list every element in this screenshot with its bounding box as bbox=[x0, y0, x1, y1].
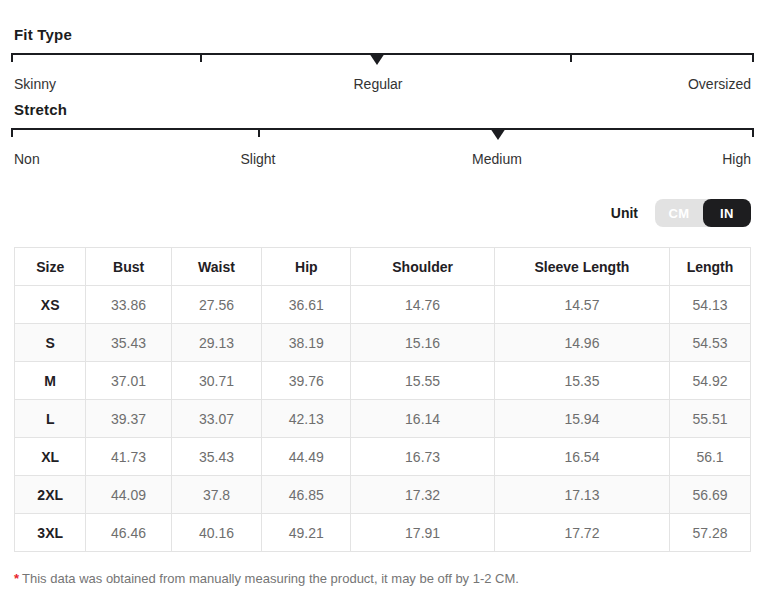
measurement-cell: 16.73 bbox=[351, 438, 495, 476]
measurement-cell: 14.96 bbox=[494, 324, 669, 362]
fit-label-skinny: Skinny bbox=[14, 76, 56, 92]
size-cell: 3XL bbox=[15, 514, 86, 552]
measurement-cell: 30.71 bbox=[171, 362, 262, 400]
unit-row: Unit CM IN bbox=[611, 199, 751, 227]
fit-type-labels: Skinny Regular Oversized bbox=[0, 76, 765, 93]
table-row: M37.0130.7139.7615.5515.3554.92 bbox=[15, 362, 751, 400]
measurement-cell: 33.86 bbox=[86, 286, 171, 324]
stretch-label-medium: Medium bbox=[472, 151, 522, 167]
measurement-cell: 49.21 bbox=[262, 514, 351, 552]
measurement-cell: 14.57 bbox=[494, 286, 669, 324]
measurement-cell: 44.49 bbox=[262, 438, 351, 476]
measurement-cell: 46.46 bbox=[86, 514, 171, 552]
table-row: XL41.7335.4344.4916.7316.5456.1 bbox=[15, 438, 751, 476]
column-header: Length bbox=[670, 248, 751, 286]
measurement-cell: 16.54 bbox=[494, 438, 669, 476]
measurement-cell: 54.13 bbox=[670, 286, 751, 324]
measurement-cell: 38.19 bbox=[262, 324, 351, 362]
column-header: Waist bbox=[171, 248, 262, 286]
size-cell: M bbox=[15, 362, 86, 400]
measurement-cell: 54.92 bbox=[670, 362, 751, 400]
measurement-cell: 14.76 bbox=[351, 286, 495, 324]
size-cell: 2XL bbox=[15, 476, 86, 514]
size-table: SizeBustWaistHipShoulderSleeve LengthLen… bbox=[14, 247, 751, 552]
scale-tick bbox=[258, 128, 260, 137]
fit-type-marker-icon bbox=[369, 53, 385, 65]
measurement-cell: 54.53 bbox=[670, 324, 751, 362]
measurement-cell: 44.09 bbox=[86, 476, 171, 514]
size-guide-panel: Fit Type Skinny Regular Oversized Stretc… bbox=[0, 0, 765, 616]
size-table-header: SizeBustWaistHipShoulderSleeve LengthLen… bbox=[15, 248, 751, 286]
size-cell: L bbox=[15, 400, 86, 438]
table-row: S35.4329.1338.1915.1614.9654.53 bbox=[15, 324, 751, 362]
unit-cm-button[interactable]: CM bbox=[655, 199, 703, 227]
fit-label-regular: Regular bbox=[353, 76, 402, 92]
unit-toggle: CM IN bbox=[655, 199, 751, 227]
measurement-cell: 55.51 bbox=[670, 400, 751, 438]
stretch-labels: Non Slight Medium High bbox=[0, 151, 765, 168]
measurement-cell: 17.32 bbox=[351, 476, 495, 514]
column-header: Shoulder bbox=[351, 248, 495, 286]
column-header: Hip bbox=[262, 248, 351, 286]
measurement-cell: 15.55 bbox=[351, 362, 495, 400]
column-header: Bust bbox=[86, 248, 171, 286]
scale-tick bbox=[752, 53, 754, 62]
measurement-cell: 57.28 bbox=[670, 514, 751, 552]
stretch-marker-icon bbox=[490, 128, 506, 140]
column-header: Size bbox=[15, 248, 86, 286]
measurement-cell: 35.43 bbox=[86, 324, 171, 362]
measurement-cell: 29.13 bbox=[171, 324, 262, 362]
stretch-label-non: Non bbox=[14, 151, 40, 167]
stretch-label-high: High bbox=[722, 151, 751, 167]
measurement-cell: 27.56 bbox=[171, 286, 262, 324]
table-row: 3XL46.4640.1649.2117.9117.7257.28 bbox=[15, 514, 751, 552]
measurement-cell: 17.13 bbox=[494, 476, 669, 514]
table-row: XS33.8627.5636.6114.7614.5754.13 bbox=[15, 286, 751, 324]
asterisk-icon: * bbox=[14, 571, 19, 586]
size-cell: XS bbox=[15, 286, 86, 324]
table-row: 2XL44.0937.846.8517.3217.1356.69 bbox=[15, 476, 751, 514]
measurement-cell: 40.16 bbox=[171, 514, 262, 552]
measurement-cell: 16.14 bbox=[351, 400, 495, 438]
measurement-cell: 17.91 bbox=[351, 514, 495, 552]
measurement-cell: 41.73 bbox=[86, 438, 171, 476]
fit-type-title: Fit Type bbox=[14, 26, 72, 43]
measurement-cell: 37.01 bbox=[86, 362, 171, 400]
measurement-cell: 39.37 bbox=[86, 400, 171, 438]
fit-label-oversized: Oversized bbox=[688, 76, 751, 92]
measurement-cell: 33.07 bbox=[171, 400, 262, 438]
stretch-label-slight: Slight bbox=[240, 151, 275, 167]
measurement-cell: 56.69 bbox=[670, 476, 751, 514]
stretch-title: Stretch bbox=[14, 101, 67, 118]
measurement-cell: 35.43 bbox=[171, 438, 262, 476]
scale-tick bbox=[200, 53, 202, 62]
measurement-cell: 37.8 bbox=[171, 476, 262, 514]
scale-tick bbox=[752, 128, 754, 137]
column-header: Sleeve Length bbox=[494, 248, 669, 286]
stretch-scale bbox=[11, 128, 754, 144]
size-cell: XL bbox=[15, 438, 86, 476]
measurement-cell: 17.72 bbox=[494, 514, 669, 552]
unit-label: Unit bbox=[611, 205, 638, 221]
measurement-cell: 15.94 bbox=[494, 400, 669, 438]
measurement-cell: 46.85 bbox=[262, 476, 351, 514]
measurement-cell: 15.35 bbox=[494, 362, 669, 400]
unit-in-button[interactable]: IN bbox=[703, 199, 751, 227]
measurement-footnote: *This data was obtained from manually me… bbox=[14, 571, 519, 586]
scale-tick bbox=[11, 128, 13, 137]
scale-tick bbox=[570, 53, 572, 62]
measurement-cell: 42.13 bbox=[262, 400, 351, 438]
measurement-cell: 36.61 bbox=[262, 286, 351, 324]
measurement-cell: 15.16 bbox=[351, 324, 495, 362]
table-row: L39.3733.0742.1316.1415.9455.51 bbox=[15, 400, 751, 438]
footnote-text: This data was obtained from manually mea… bbox=[22, 571, 519, 586]
measurement-cell: 56.1 bbox=[670, 438, 751, 476]
stretch-scale-line bbox=[11, 128, 754, 130]
measurement-cell: 39.76 bbox=[262, 362, 351, 400]
fit-type-scale bbox=[11, 53, 754, 69]
size-cell: S bbox=[15, 324, 86, 362]
scale-tick bbox=[11, 53, 13, 62]
